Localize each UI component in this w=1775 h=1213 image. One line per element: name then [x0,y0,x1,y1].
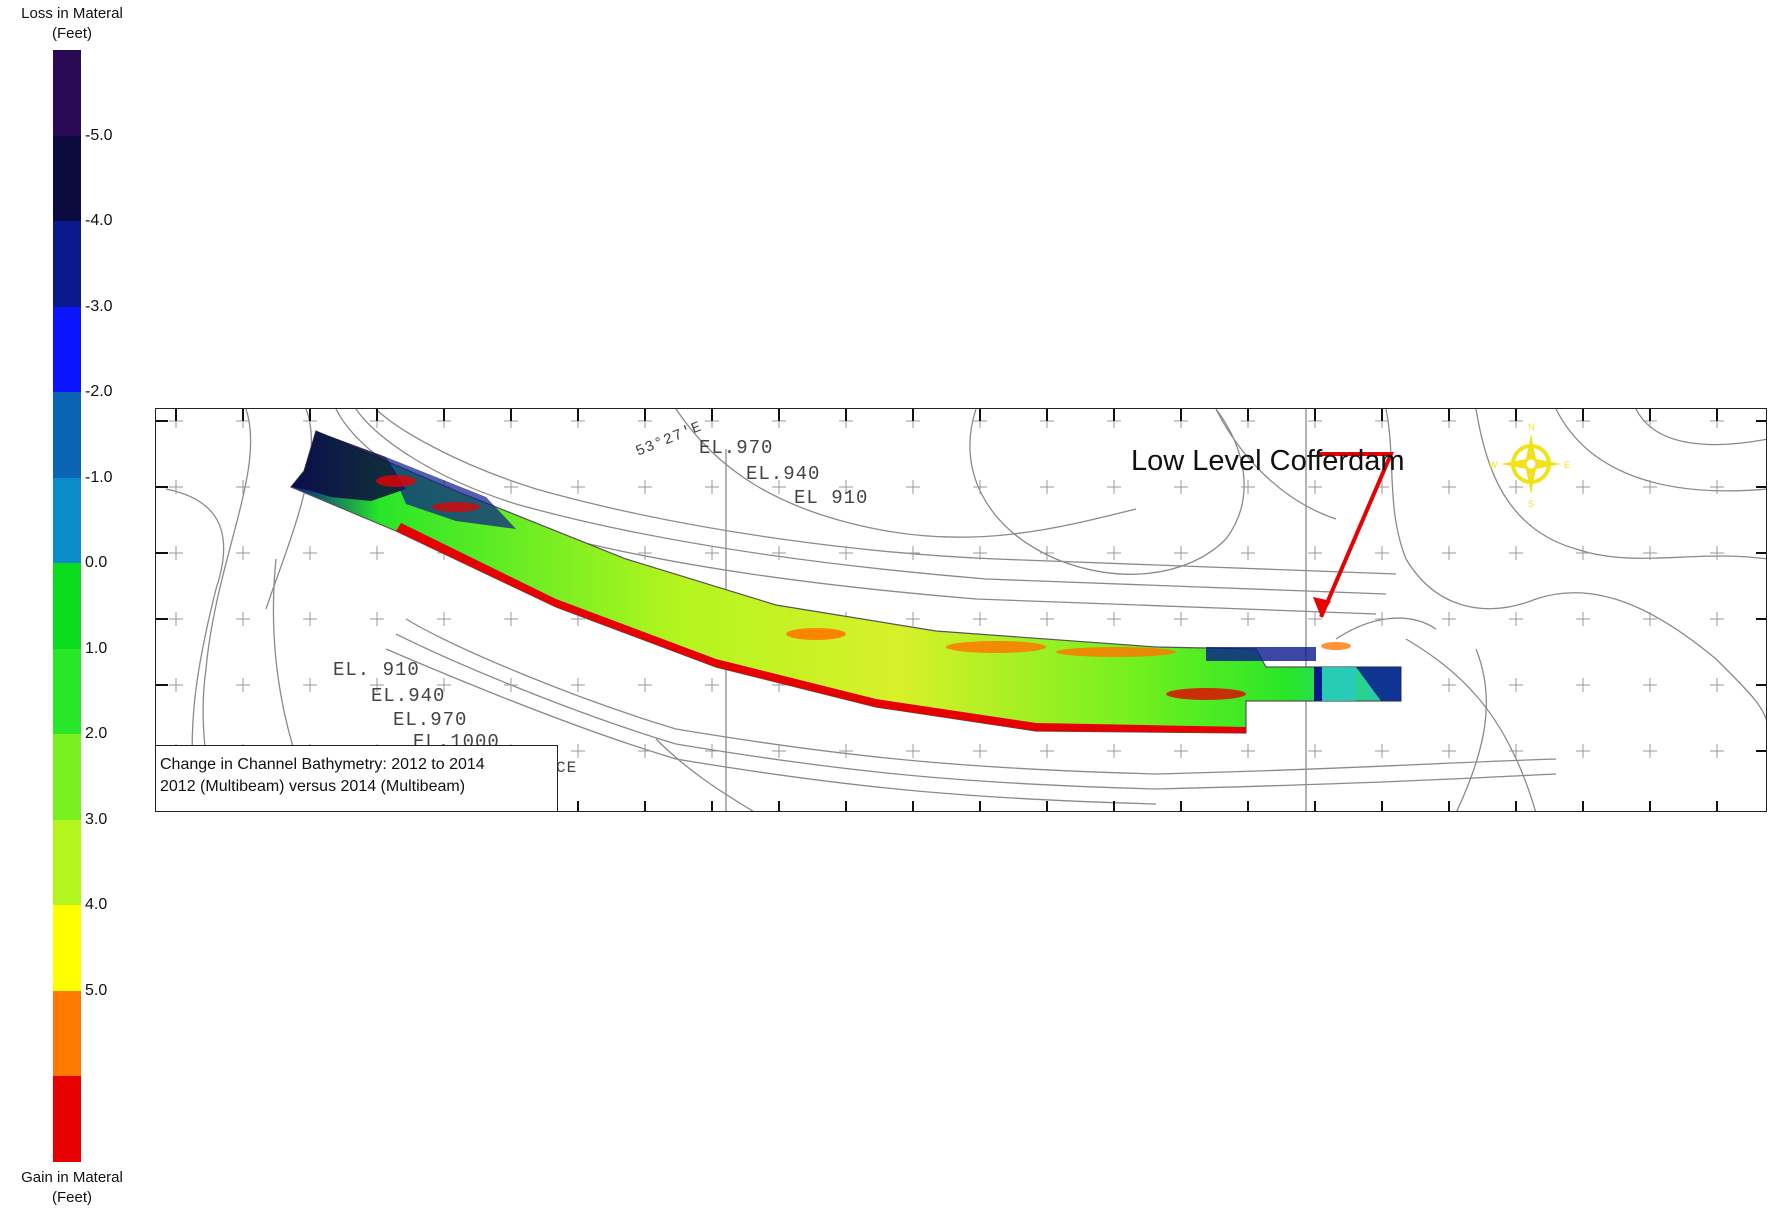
color-scale-bar [53,50,81,1162]
note-line-2: 2012 (Multibeam) versus 2014 (Multibeam) [160,778,466,795]
contour-label-lower-970: EL.970 [393,709,468,731]
compass-w: W [1489,460,1498,470]
legend-tick-label: 5.0 [85,981,108,999]
cofferdam-callout: Low Level Cofferdam [1131,445,1405,477]
legend-tick-label: 2.0 [85,725,108,743]
contour-label-upper-910: EL 910 [794,487,869,509]
legend-swatch [53,135,81,222]
map-note: Change in Channel Bathymetry: 2012 to 20… [156,745,558,811]
contour-label-lower-940: EL.940 [371,685,446,707]
legend-swatch [53,221,81,307]
legend-swatch [53,306,81,393]
legend-swatch [53,50,81,136]
compass-icon: N S E W [1489,422,1570,509]
contour-lines [165,409,1766,811]
legend-tick-label: 3.0 [85,810,108,828]
legend-swatch [53,819,81,906]
legend-swatch [53,1076,81,1162]
legend-bottom-title: Gain in Materal (Feet) [2,1168,142,1208]
compass-s: S [1528,499,1534,509]
bathymetry-map: N S E W 53°27'E EL.970 EL.940 EL 910 EL.… [155,408,1767,812]
legend-swatch [53,905,81,991]
legend-bottom-title-text: Gain in Materal (Feet) [21,1169,123,1206]
contour-label-upper-940: EL.940 [746,463,821,485]
legend-tick-label: -5.0 [85,126,113,144]
channel-bathymetry [290,430,1402,734]
legend-swatch [53,392,81,478]
fragment-label: CE [556,759,578,777]
map-canvas: N S E W [156,409,1766,811]
compass-n: N [1528,422,1535,432]
legend-swatch [53,563,81,649]
legend-swatch [53,648,81,735]
legend-swatch [53,734,81,820]
legend-tick-label: 4.0 [85,896,108,914]
contour-label-lower-910: EL. 910 [333,659,420,681]
legend-top-title: Loss in Materal (Feet) [2,4,142,44]
compass-e: E [1564,460,1570,470]
legend-top-title-text: Loss in Materal (Feet) [21,5,123,42]
legend-tick-label: -4.0 [85,212,113,230]
legend-tick-label: -1.0 [85,468,113,486]
note-line-1: Change in Channel Bathymetry: 2012 to 20… [160,756,485,773]
cofferdam-arrow [1313,452,1395,618]
legend-tick-label: -2.0 [85,383,113,401]
legend-swatch [53,990,81,1077]
legend-swatch [53,477,81,564]
contour-label-upper-970: EL.970 [699,437,774,459]
legend-tick-label: 0.0 [85,554,108,572]
legend-tick-label: 1.0 [85,639,108,657]
legend-tick-label: -3.0 [85,297,113,315]
